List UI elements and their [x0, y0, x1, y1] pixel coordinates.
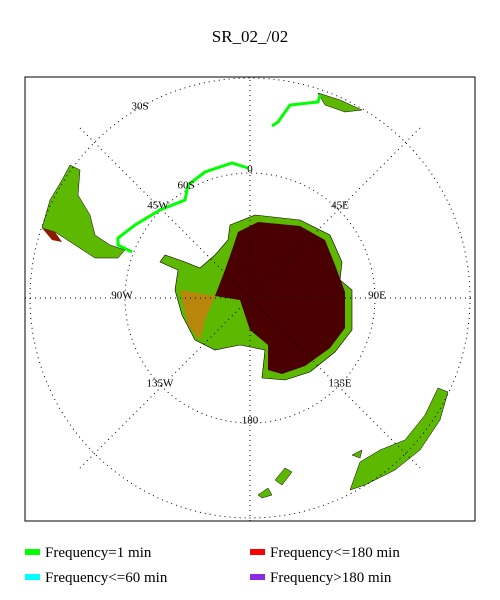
legend-label: Frequency=1 min	[45, 545, 152, 561]
map-title: SR_02_/02	[212, 27, 289, 46]
legend-label: Frequency<=180 min	[270, 545, 400, 561]
andes	[42, 228, 62, 242]
grid-label: 0	[247, 164, 253, 176]
legend: Frequency=1 min Frequency<=180 min Frequen…	[25, 545, 400, 586]
grid-label: 90W	[111, 290, 133, 302]
legend-label: Frequency>180 min	[270, 570, 392, 586]
africa	[317, 92, 363, 113]
grid-label: 135E	[328, 378, 352, 390]
track	[116, 161, 249, 254]
map-frame	[24, 76, 476, 522]
west-antarctica	[180, 290, 215, 340]
australia	[349, 387, 449, 491]
legend-swatch	[25, 574, 40, 580]
islands	[257, 449, 363, 499]
legend-label: Frequency<=60 min	[45, 570, 168, 586]
map	[25, 77, 475, 521]
legend-swatch	[25, 549, 40, 555]
grid-label: 180	[242, 415, 259, 427]
legend-swatch	[250, 574, 265, 580]
grid-label: 135W	[147, 378, 175, 390]
track	[271, 94, 322, 128]
south-america	[41, 164, 126, 259]
grid-label: 30S	[131, 101, 148, 113]
grid-label: 45E	[331, 200, 349, 212]
legend-swatch	[250, 549, 265, 555]
meridians	[25, 77, 475, 521]
grid-label: 45W	[147, 200, 169, 212]
grid-label: 60S	[177, 180, 194, 192]
grid-label: 90E	[368, 290, 386, 302]
